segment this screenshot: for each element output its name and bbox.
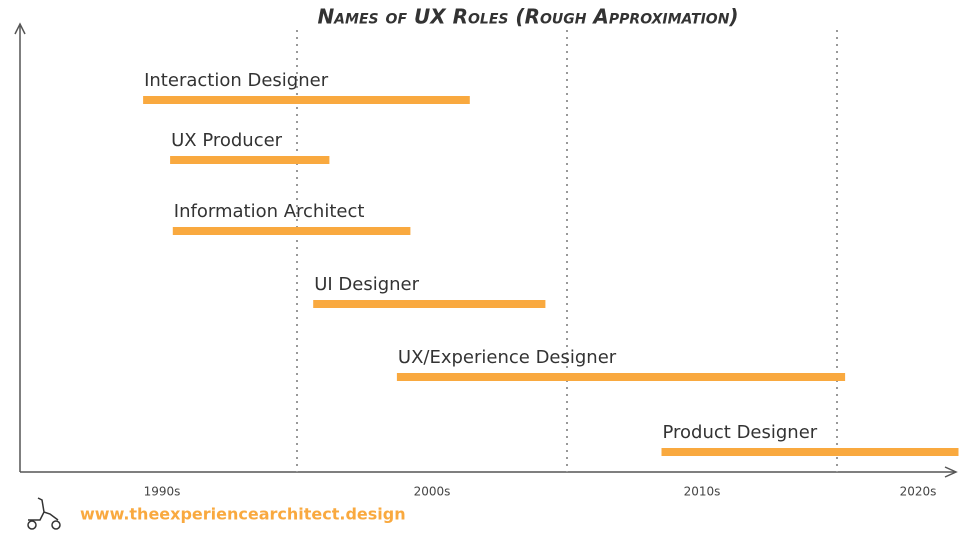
chart-title: Names of UX Roles (Rough Approximation) [317, 5, 738, 29]
task-label: Product Designer [663, 422, 818, 443]
bar [170, 156, 330, 164]
x-tick-label: 2020s [900, 485, 937, 499]
x-tick-label: 2010s [684, 485, 721, 499]
task-label: UX/Experience Designer [398, 347, 617, 368]
bar [396, 373, 846, 381]
bar [313, 300, 546, 308]
y-axis-arrow [14, 22, 26, 35]
x-tick-label: 2000s [414, 485, 451, 499]
task-label: Information Architect [174, 201, 365, 222]
logo [27, 497, 61, 530]
bar [661, 448, 959, 456]
footer-url: www.theexperiencearchitect.design [80, 505, 406, 524]
bar [172, 227, 411, 235]
bar [143, 96, 470, 104]
x-tick-label: 1990s [144, 485, 181, 499]
x-axis-arrow [944, 466, 958, 478]
task-label: Interaction Designer [144, 70, 329, 91]
task-label: UI Designer [314, 274, 419, 295]
task-label: UX Producer [171, 130, 283, 151]
